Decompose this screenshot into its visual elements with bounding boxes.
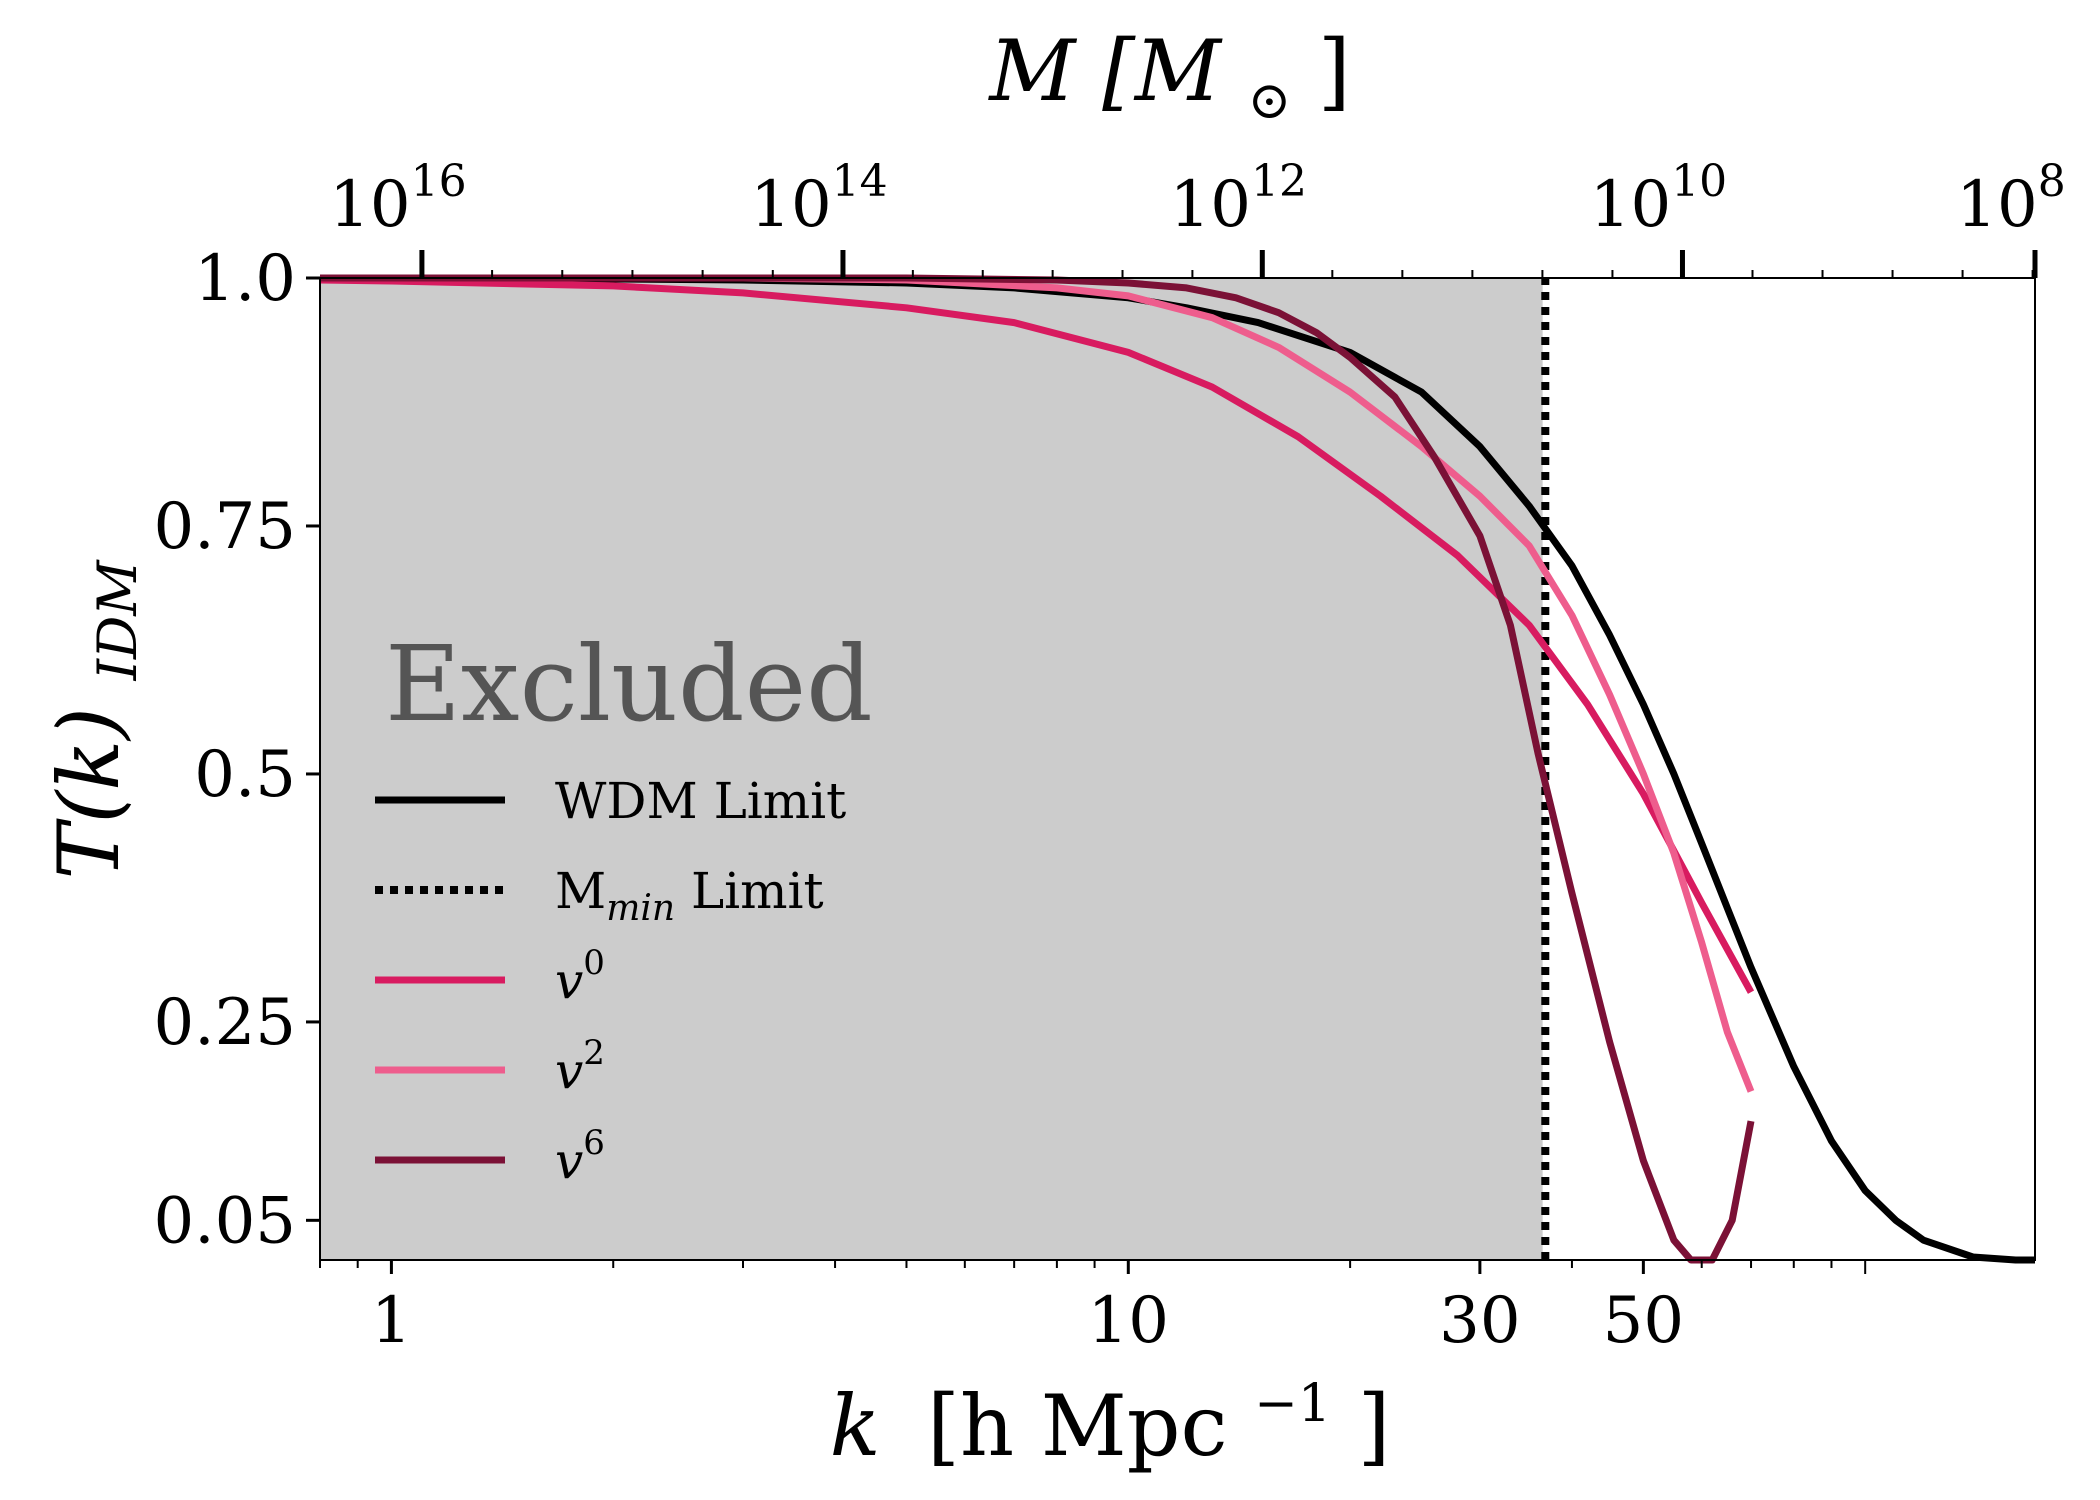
axes-layer: 1 10 30 50 1.0 0.75 0.5 0.25 0.05 1016 1014 1012 101… (154, 156, 2066, 1358)
y-axis-sub: IDM (86, 559, 149, 682)
top-tick-label-3: 1010 (1590, 156, 1727, 242)
y-tick-label-2: 0.5 (194, 738, 296, 812)
plot-frame (319, 277, 2036, 1261)
y-axis-main: T(k) (40, 707, 138, 879)
y-tick-label-1: 0.75 (154, 490, 297, 564)
series-line-2 (319, 276, 1755, 994)
y-tick-label-0: 1.0 (194, 242, 296, 316)
legend-label-2: v0 (555, 943, 605, 1010)
legend-label-0: WDM Limit (555, 772, 846, 830)
excluded-label: Excluded (385, 623, 873, 745)
x-axis-units: [h Mpc (927, 1377, 1227, 1475)
top-axis-sub: ⊙ (1248, 71, 1292, 131)
legend-label-1: Mmin Limit (555, 862, 824, 929)
x-tick-label-3: 50 (1603, 1284, 1684, 1358)
y-tick-label-3: 0.25 (154, 986, 297, 1060)
x-tick-label-1: 10 (1088, 1284, 1169, 1358)
top-tick-label-2: 1012 (1170, 156, 1307, 242)
legend-label-3: v2 (555, 1033, 605, 1100)
x-tick-label-2: 30 (1439, 1284, 1520, 1358)
x-axis-var: k (830, 1377, 881, 1475)
x-axis-title: k [h Mpc −1 ] (830, 1343, 1391, 1475)
top-axis-var: M [M (987, 22, 1222, 120)
series-line-4 (320, 274, 1755, 1264)
x-axis-exp: −1 (1254, 1374, 1331, 1434)
legend: WDM Limit Mmin Limit v0 v2 v6 (375, 772, 846, 1190)
excluded-region (320, 278, 1543, 1260)
top-tick-label-1: 1014 (750, 156, 887, 242)
series-layer (319, 274, 2035, 1264)
legend-label-4: v6 (555, 1123, 605, 1190)
top-axis-title: M [M ⊙ ] (987, 22, 1350, 138)
y-tick-label-4: 0.05 (154, 1184, 297, 1258)
x-tick-label-0: 1 (371, 1284, 412, 1358)
top-tick-label-0: 1016 (329, 156, 466, 242)
top-tick-label-4: 108 (1956, 156, 2065, 242)
y-axis-title: T(k) IDM (40, 559, 149, 880)
x-axis-close: ] (1358, 1377, 1391, 1475)
top-axis-close: ] (1318, 22, 1351, 120)
